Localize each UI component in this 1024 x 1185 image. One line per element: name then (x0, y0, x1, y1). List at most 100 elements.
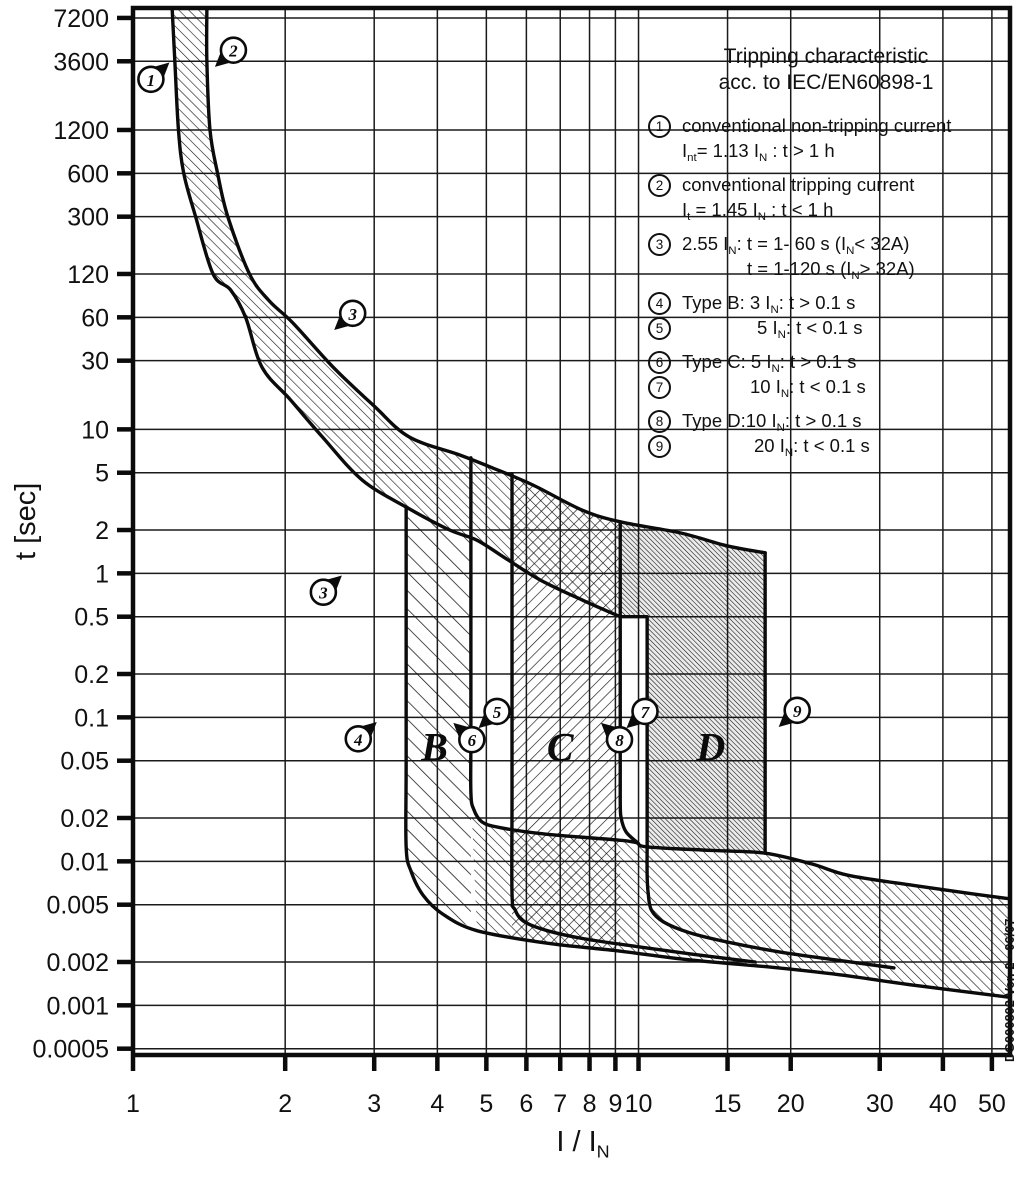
subscript-text: N (758, 152, 768, 164)
text-segment: : t = 1- 60 s ( (736, 233, 841, 254)
chart-title-line1: Tripping characteristic (723, 45, 929, 68)
text-segment: Type B: 3 (682, 292, 766, 313)
marker-circle (605, 725, 634, 754)
marker-circle (137, 65, 165, 94)
text-segment: I (682, 199, 688, 220)
text-segment: 2.55 (682, 233, 724, 254)
legend-text: It = 1.45 IN : t < 1 h (682, 198, 833, 229)
subscript-text: N (771, 363, 780, 375)
marker-circle (483, 697, 511, 726)
text-segment: I (775, 376, 781, 397)
chart-title-line2: acc. to IEC/EN60898-1 (718, 71, 934, 94)
subscript-text: N (777, 329, 786, 341)
marker-circle (338, 299, 367, 328)
legend-number-badge: 3 (648, 233, 671, 256)
region-letter-D: D (695, 724, 725, 769)
legend-number-badge: 2 (648, 174, 671, 197)
text-segment: Type C: 5 (682, 351, 767, 372)
legend-text: Type D:10 IN: t > 0.1 s (682, 409, 862, 440)
x-tick-label: 5 (479, 1090, 493, 1118)
marker-circle (219, 36, 248, 64)
text-segment: : t < 0.1 s (789, 376, 866, 397)
b-left-and-band-lower (404, 506, 1011, 999)
y-tick-label: 3600 (53, 48, 109, 76)
d-left-uturn (645, 845, 896, 970)
text-segment: I (846, 258, 852, 279)
legend-number-badge: 5 (648, 317, 671, 340)
marker-circle (309, 578, 338, 606)
text-segment: 5 (757, 317, 773, 338)
text-segment: I (765, 292, 771, 313)
text-segment: : t > 0.1 s (778, 292, 856, 313)
region-letter-C: C (547, 724, 575, 769)
marker-circle (458, 725, 486, 754)
x-tick-label: 2 (278, 1090, 292, 1118)
x-tick-label: 20 (777, 1090, 805, 1118)
d-left-step (618, 615, 649, 849)
y-tick-label: 0.001 (46, 992, 109, 1020)
y-tick-label: 0.2 (74, 661, 109, 689)
marker-number: 4 (353, 730, 363, 749)
legend-row: 8 Type D:10 IN: t > 0.1 s (648, 409, 1024, 434)
x-tick-label: 8 (583, 1090, 597, 1118)
y-tick-label: 300 (67, 204, 109, 232)
y-tick-labels: 7200 3600 1200 600 300 120 60 30 10 5 2 1 0.5 0.2 0.1 0… (33, 5, 109, 1064)
legend-text: 20 IN: t < 0.1 s (754, 434, 870, 465)
text-segment: I / I (556, 1126, 597, 1158)
subscript-text: N (596, 1141, 610, 1162)
region-b (406, 508, 471, 927)
legend-row: 6 Type C: 5 IN: t > 0.1 s (648, 350, 1024, 375)
chart-title: Tripping characteristic acc. to IEC/EN60… (640, 44, 1012, 96)
y-tick-label: 0.05 (60, 748, 109, 776)
x-tick-label: 10 (625, 1090, 653, 1118)
text-segment: 20 (754, 435, 780, 456)
y-tick-label: 0.01 (60, 848, 109, 876)
legend-text: conventional non-tripping current (682, 114, 951, 138)
lower-non-tripping-curve (170, 6, 622, 619)
region-d (620, 521, 766, 854)
legend-text: conventional tripping current (682, 173, 914, 197)
y-tick-label: 7200 (53, 5, 109, 33)
legend-row: 3 2.55 IN: t = 1- 60 s (IN< 32A) (648, 232, 1024, 257)
legend-number-spacer (648, 140, 671, 163)
text-segment: Type D:10 (682, 410, 772, 431)
y-axis-title: t [sec] (10, 482, 42, 560)
y-tick-label: 2 (95, 517, 109, 545)
x-axis-title: I / IN (538, 1126, 628, 1162)
text-segment: I (771, 410, 777, 431)
legend-text: 5 IN: t < 0.1 s (757, 316, 863, 347)
y-tick-label: 600 (67, 160, 109, 188)
marker-number: 7 (641, 703, 651, 722)
text-segment: I (840, 233, 847, 254)
legend-number-badge: 9 (648, 435, 671, 458)
x-tick-label: 30 (866, 1090, 894, 1118)
subscript-text: N (851, 270, 860, 282)
x-tick-label: 50 (978, 1090, 1006, 1118)
region-c (512, 473, 621, 952)
text-segment: I (772, 317, 778, 338)
marker-number: 2 (228, 42, 238, 61)
legend-number-spacer (648, 199, 671, 222)
legend-text: Int= 1.13 IN : t > 1 h (682, 139, 835, 170)
marker-circle (344, 724, 373, 753)
text-segment: I (682, 140, 688, 161)
plot-frame (130, 5, 1013, 1058)
legend-row: 7 10 IN: t < 0.1 s (648, 375, 1024, 400)
y-tick-label: 0.1 (74, 704, 109, 732)
c-right-corner (618, 520, 639, 844)
legend-text: 10 IN: t < 0.1 s (750, 375, 866, 406)
c-left-uturn (510, 472, 757, 964)
subscript-text: N (780, 388, 790, 400)
text-segment: conventional tripping current (682, 174, 915, 195)
marker-number: 5 (493, 703, 502, 722)
legend-row: 9 20 IN: t < 0.1 s (648, 434, 1024, 459)
subscript-text: N (784, 447, 794, 459)
x-tick-labels: 1 2 3 4 5 6 7 8 9 10 15 20 30 40 50 (126, 1090, 1006, 1118)
text-segment: t = 1-120 s ( (747, 258, 847, 279)
legend-number-badge: 7 (648, 376, 671, 399)
legend-text: t = 1-120 s (IN> 32A) (747, 257, 915, 288)
marker-circle (783, 696, 812, 725)
subscript-text: N (728, 245, 737, 257)
marker-number: 1 (147, 71, 156, 90)
